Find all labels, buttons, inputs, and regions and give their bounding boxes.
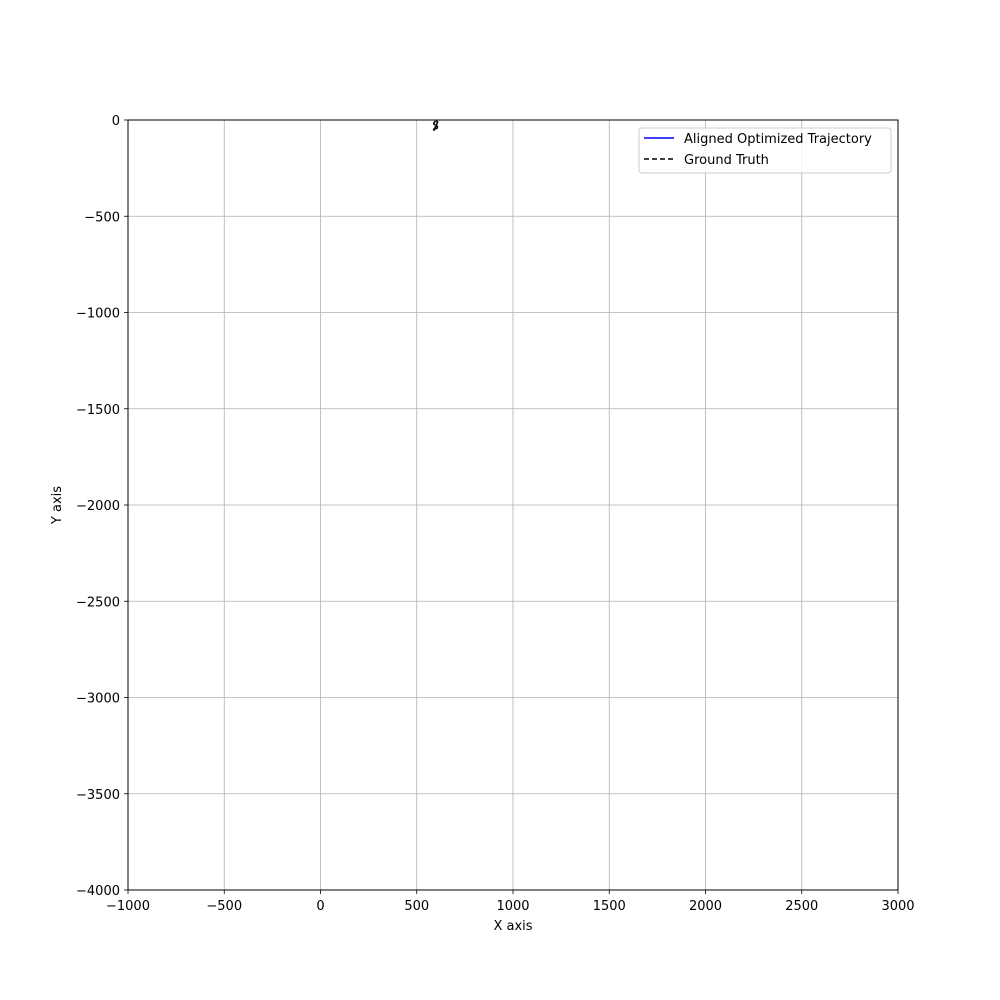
y-axis-label: Y axis bbox=[50, 486, 65, 525]
x-tick-label: 2500 bbox=[785, 899, 818, 914]
y-tick-label: −1500 bbox=[76, 403, 120, 418]
legend-label-ground-truth: Ground Truth bbox=[684, 153, 769, 168]
y-tick-label: −2500 bbox=[76, 595, 120, 610]
y-tick-label: 0 bbox=[112, 114, 120, 129]
legend: Aligned Optimized Trajectory Ground Trut… bbox=[638, 127, 892, 174]
plot-area bbox=[432, 119, 439, 131]
y-tick-label: −2000 bbox=[76, 499, 120, 514]
legend-box bbox=[638, 127, 892, 174]
x-axis-label: X axis bbox=[493, 919, 532, 934]
x-axis-ticks: −1000 −500 0 500 1000 1500 2000 2500 3000 bbox=[106, 890, 915, 914]
x-tick-label: −1000 bbox=[106, 899, 150, 914]
legend-label-aligned-optimized-trajectory: Aligned Optimized Trajectory bbox=[684, 132, 872, 147]
y-tick-label: −3000 bbox=[76, 692, 120, 707]
y-axis-ticks: 0 −500 −1000 −1500 −2000 −2500 −3000 −3500 −4000 bbox=[76, 114, 128, 899]
x-tick-label: 1500 bbox=[593, 899, 626, 914]
y-tick-label: −500 bbox=[84, 210, 120, 225]
x-tick-label: 2000 bbox=[689, 899, 722, 914]
x-tick-label: −500 bbox=[206, 899, 242, 914]
x-tick-label: 500 bbox=[404, 899, 429, 914]
y-tick-label: −3500 bbox=[76, 788, 120, 803]
series-line-ground-truth bbox=[432, 119, 439, 131]
y-tick-label: −4000 bbox=[76, 884, 120, 899]
x-tick-label: 3000 bbox=[881, 899, 914, 914]
y-tick-label: −1000 bbox=[76, 307, 120, 322]
x-tick-label: 0 bbox=[316, 899, 324, 914]
x-tick-label: 1000 bbox=[496, 899, 529, 914]
